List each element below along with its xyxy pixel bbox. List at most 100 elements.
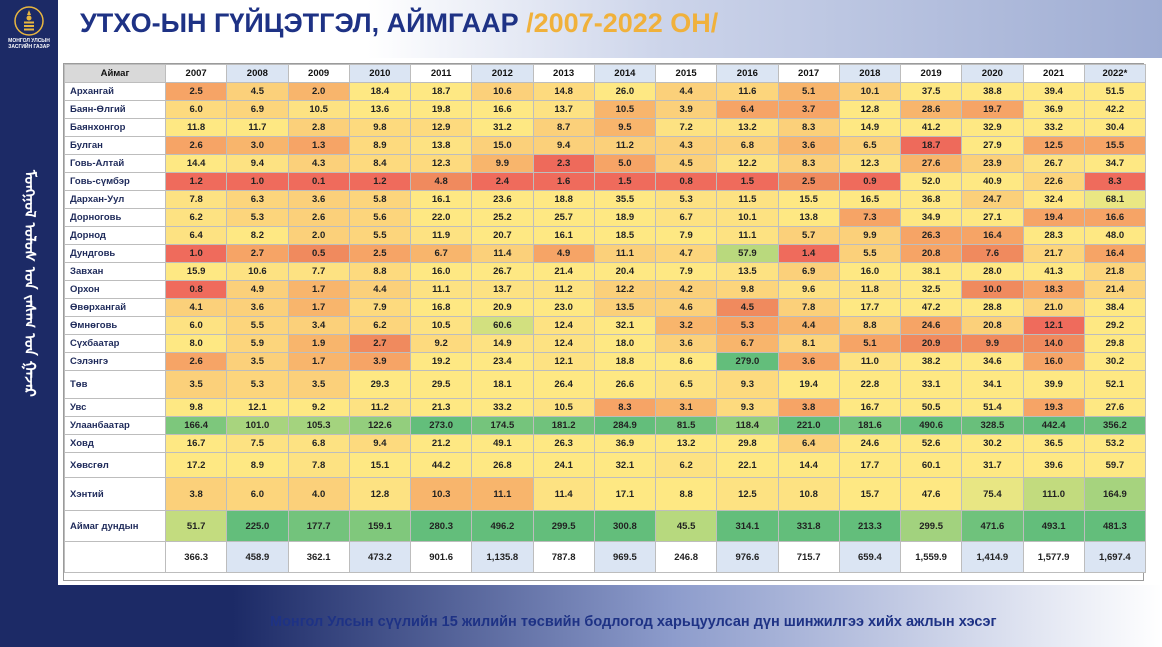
table-cell: 7.8 (287, 452, 350, 478)
footer-text: Монгол Улсын сүүлийн 15 жилийн төсвийн б… (270, 614, 997, 630)
table-cell: 101.0 (226, 416, 289, 435)
header-year: 2013 (532, 64, 595, 83)
header-year: 2019 (899, 64, 963, 83)
table-cell: 2.0 (287, 82, 350, 101)
table-row: Дархан-Уул 7.8 6.3 3.6 5.8 16.1 23.6 18.8 35.5 5.… (64, 190, 1147, 209)
table-cell: 490.6 (899, 416, 963, 435)
table-cell: 9.2 (409, 334, 473, 353)
header-year: 2014 (593, 64, 657, 83)
table-cell: 4.5 (654, 154, 718, 173)
table-cell: 11.0 (838, 352, 902, 371)
table-cell: 0.5 (287, 244, 350, 263)
table-cell: 14.9 (471, 334, 534, 353)
table-cell: 18.8 (593, 352, 657, 371)
table-cell: 12.4 (532, 334, 595, 353)
header-year: 2009 (287, 64, 350, 83)
table-cell: 47.2 (899, 298, 963, 317)
table-cell: 12.3 (409, 154, 473, 173)
data-table: Аймаг 2007 2008 2009 2010 2011 2012 2013 2014 201… (64, 64, 1147, 573)
table-cell: 12.1 (226, 398, 289, 417)
table-cell: 26.7 (1022, 154, 1085, 173)
table-cell: 1.7 (287, 352, 350, 371)
table-cell: 273.0 (409, 416, 473, 435)
header-year: 2011 (409, 64, 473, 83)
table-cell: 32.9 (961, 118, 1024, 137)
table-cell: 3.0 (226, 136, 289, 155)
title-main: УТХО-ЫН ГҮЙЦЭТГЭЛ, АЙМГААР (80, 8, 519, 38)
table-cell: 34.7 (1083, 154, 1147, 173)
table-cell: 20.4 (593, 262, 657, 281)
table-cell: 279.0 (716, 352, 779, 371)
footer-bar (0, 585, 1162, 647)
table-cell: 36.5 (1022, 434, 1085, 453)
table-cell: 4.9 (532, 244, 595, 263)
table-cell: 33.1 (899, 370, 963, 399)
table-cell: 11.1 (716, 226, 779, 245)
table-cell: 2.8 (287, 118, 350, 137)
table-cell: 3.2 (654, 316, 718, 335)
table-cell: 3.5 (287, 370, 350, 399)
table-cell: 52.1 (1083, 370, 1147, 399)
row-label: Завхан (64, 262, 166, 281)
table-cell: 6.5 (838, 136, 902, 155)
table-row: Төв 3.5 5.3 3.5 29.3 29.5 18.1 26.4 26.6 6.5 9.3 19… (64, 370, 1147, 399)
table-cell: 21.4 (1083, 280, 1147, 299)
table-cell: 11.5 (716, 190, 779, 209)
header-year: 2012 (471, 64, 534, 83)
table-cell: 12.2 (716, 154, 779, 173)
table-row: Сэлэнгэ 2.6 3.5 1.7 3.9 19.2 23.4 12.1 18.8 8.6 27… (64, 352, 1147, 371)
table-cell: 36.9 (1022, 100, 1085, 119)
table-cell: 3.5 (164, 370, 228, 399)
table-cell: 23.9 (961, 154, 1024, 173)
sidebar: МОНГОЛ УЛСЫН ЗАСГИЙН ГАЗАР ᠮᠣᠩᠭᠣᠯ ᠤᠯᠤᠰ ᠤ… (0, 0, 58, 647)
table-cell: 15.0 (471, 136, 534, 155)
table-cell: 6.3 (226, 190, 289, 209)
table-cell: 13.5 (716, 262, 779, 281)
row-label: Говь-Алтай (64, 154, 166, 173)
header-year: 2020 (961, 64, 1024, 83)
table-cell: 2.7 (226, 244, 289, 263)
table-cell: 181.6 (838, 416, 902, 435)
table-cell: 27.9 (961, 136, 1024, 155)
table-cell: 1.2 (348, 172, 412, 191)
table-cell: 44.2 (409, 452, 473, 478)
row-label: Орхон (64, 280, 166, 299)
table-cell: 15.5 (1083, 136, 1147, 155)
total-cell: 366.3 (164, 541, 228, 573)
row-label: Булган (64, 136, 166, 155)
table-cell: 31.7 (961, 452, 1024, 478)
table-cell: 32.1 (593, 452, 657, 478)
table-cell: 18.8 (532, 190, 595, 209)
table-cell: 27.1 (961, 208, 1024, 227)
table-cell: 5.1 (838, 334, 902, 353)
header-year: 2021 (1022, 64, 1085, 83)
total-cell: 1,135.8 (471, 541, 534, 573)
table-cell: 18.7 (409, 82, 473, 101)
table-cell: 13.5 (593, 298, 657, 317)
table-cell: 5.1 (777, 82, 840, 101)
table-cell: 29.8 (1083, 334, 1147, 353)
header-year: 2010 (348, 64, 412, 83)
row-label: Дундговь (64, 244, 166, 263)
row-label: Увс (64, 398, 166, 417)
table-cell: 2.7 (348, 334, 412, 353)
table-cell: 7.3 (838, 208, 902, 227)
table-cell: 300.8 (593, 510, 657, 542)
mongolian-script-text: ᠮᠣᠩᠭᠣᠯ ᠤᠯᠤᠰ ᠤᠨ ᠵᠠᠰᠠᠭ ᠤᠨ ᠭᠠᠵᠠᠷ (21, 170, 39, 397)
table-cell: 4.3 (654, 136, 718, 155)
table-cell: 16.6 (471, 100, 534, 119)
table-cell: 26.6 (593, 370, 657, 399)
table-cell: 280.3 (409, 510, 473, 542)
logo-text: МОНГОЛ УЛСЫН ЗАСГИЙН ГАЗАР (8, 38, 50, 50)
header-year: 2008 (226, 64, 289, 83)
table-cell: 105.3 (287, 416, 350, 435)
table-cell: 19.8 (409, 100, 473, 119)
table-cell: 9.4 (532, 136, 595, 155)
table-cell: 49.1 (471, 434, 534, 453)
table-cell: 5.8 (348, 190, 412, 209)
table-cell: 8.3 (1083, 172, 1147, 191)
total-cell: 659.4 (838, 541, 902, 573)
table-row: Сүхбаатар 8.0 5.9 1.9 2.7 9.2 14.9 12.4 18.0 3.6 6… (64, 334, 1147, 353)
table-cell: 6.4 (777, 434, 840, 453)
table-cell: 19.4 (777, 370, 840, 399)
